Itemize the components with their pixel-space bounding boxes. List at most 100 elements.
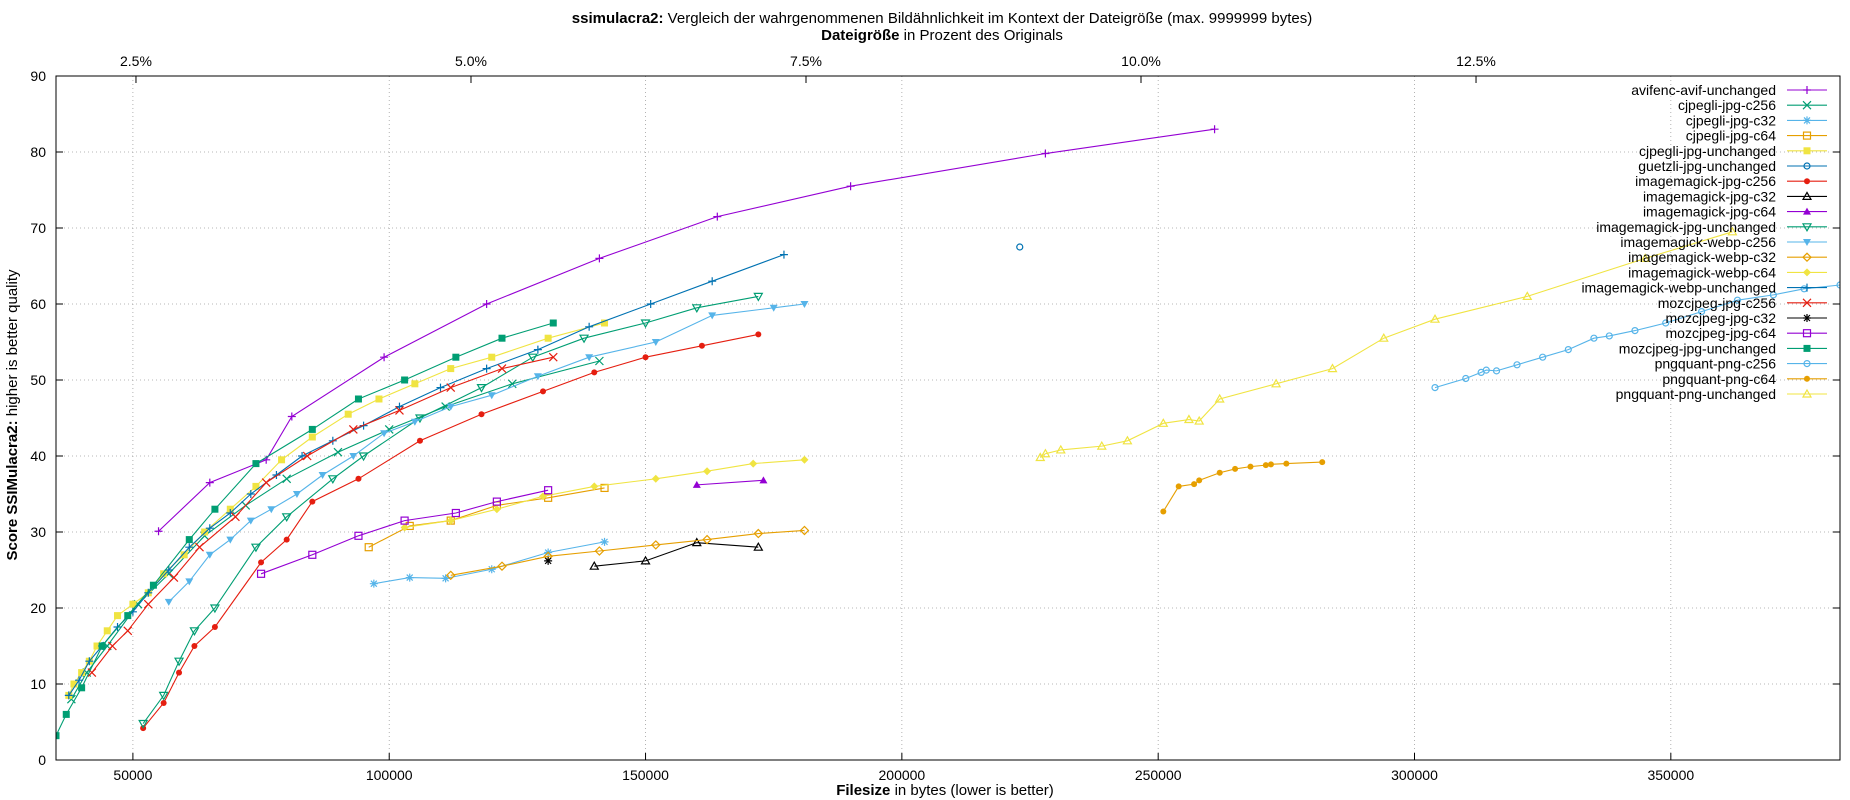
data-point xyxy=(358,452,369,462)
data-point xyxy=(482,364,491,373)
data-point xyxy=(364,543,373,552)
data-point xyxy=(1802,329,1812,338)
x2-tick-label: 7.5% xyxy=(790,53,822,69)
legend-label: cjpegli-jpg-unchanged xyxy=(1639,143,1776,159)
series-line xyxy=(260,489,549,575)
data-point xyxy=(651,339,660,346)
data-point xyxy=(1803,162,1811,170)
series-imagemagick-jpg-c256 xyxy=(140,331,762,732)
legend-label: cjpegli-jpg-c32 xyxy=(1686,112,1776,128)
series-cjpegli-jpg-unchanged xyxy=(65,319,609,699)
data-point xyxy=(103,627,111,635)
data-point xyxy=(800,455,809,464)
data-point xyxy=(1640,253,1651,262)
data-point xyxy=(708,312,717,320)
data-point xyxy=(189,627,200,637)
data-point xyxy=(1803,147,1811,155)
data-point xyxy=(1801,191,1813,200)
data-point xyxy=(283,536,290,543)
data-point xyxy=(753,292,764,302)
data-point xyxy=(124,612,132,620)
series-imagemagick-jpg-unchanged xyxy=(138,292,764,729)
data-point xyxy=(395,402,404,411)
legend-label: pngquant-png-unchanged xyxy=(1616,386,1776,402)
data-point xyxy=(646,300,655,308)
data-point xyxy=(205,524,214,533)
data-point xyxy=(1803,239,1811,246)
data-point xyxy=(1513,361,1521,369)
data-point xyxy=(749,459,758,468)
x-tick-label: 300000 xyxy=(1391,767,1438,783)
data-point xyxy=(446,383,456,393)
data-point xyxy=(698,342,705,349)
data-point xyxy=(1160,508,1167,515)
series-line xyxy=(70,360,600,700)
data-point xyxy=(482,300,491,308)
y-tick-label: 70 xyxy=(30,220,46,236)
data-point xyxy=(158,691,169,701)
data-point xyxy=(416,437,423,444)
data-point xyxy=(164,598,173,606)
legend-label: cjpegli-jpg-c256 xyxy=(1678,97,1776,113)
data-point xyxy=(527,353,538,363)
plot-frame xyxy=(55,75,1841,761)
series-line xyxy=(68,322,605,696)
data-point xyxy=(846,182,855,191)
series-pngquant-png-c64 xyxy=(1160,459,1326,515)
x-axis-label: Filesize in bytes (lower is better) xyxy=(836,782,1054,799)
data-point xyxy=(595,254,604,263)
data-point xyxy=(1283,460,1290,467)
data-point xyxy=(1802,252,1812,263)
data-point xyxy=(1462,374,1470,383)
data-point xyxy=(544,486,553,495)
data-point xyxy=(447,365,455,373)
data-point xyxy=(1801,388,1813,398)
data-point xyxy=(205,551,214,559)
data-point xyxy=(650,540,661,550)
data-point xyxy=(191,643,198,649)
data-point xyxy=(445,570,456,581)
data-point xyxy=(401,376,409,384)
data-point xyxy=(1727,226,1738,236)
data-point xyxy=(149,581,157,589)
data-point xyxy=(1191,481,1198,488)
data-point xyxy=(640,319,651,329)
data-point xyxy=(395,405,404,415)
data-point xyxy=(1539,353,1547,361)
data-point xyxy=(62,710,70,718)
x2-axis-label: Dateigröße in Prozent des Originals xyxy=(821,27,1063,44)
data-point xyxy=(1803,207,1811,215)
data-point xyxy=(380,430,389,438)
data-point xyxy=(779,250,788,259)
legend-label: imagemagick-jpg-c32 xyxy=(1643,188,1776,204)
x-tick-label: 100000 xyxy=(366,767,413,783)
data-point xyxy=(497,364,507,374)
data-point xyxy=(302,451,312,461)
data-point xyxy=(138,719,149,729)
legend-label: mozcjpeg-jpg-c64 xyxy=(1666,325,1777,341)
data-point xyxy=(185,543,194,552)
series-line xyxy=(696,479,764,486)
data-point xyxy=(1271,378,1282,388)
data-point xyxy=(691,537,702,547)
series-line xyxy=(450,529,805,576)
data-point xyxy=(176,669,183,676)
data-point xyxy=(487,565,496,574)
data-point xyxy=(549,319,557,327)
series-line xyxy=(91,356,554,673)
data-point xyxy=(258,559,265,566)
data-point xyxy=(1522,291,1533,300)
data-point xyxy=(205,478,214,487)
data-point xyxy=(651,474,660,483)
data-point xyxy=(1803,344,1811,352)
data-point xyxy=(78,684,86,692)
data-point xyxy=(380,353,389,362)
data-point xyxy=(160,570,168,578)
data-point xyxy=(594,356,604,366)
legend-label: imagemagick-jpg-unchanged xyxy=(1596,219,1776,235)
series-imagemagick-jpg-c64 xyxy=(692,476,768,488)
chart-title: ssimulacra2: Vergleich der wahrgenommene… xyxy=(572,10,1312,27)
data-point xyxy=(143,599,153,609)
data-point xyxy=(1262,462,1269,469)
